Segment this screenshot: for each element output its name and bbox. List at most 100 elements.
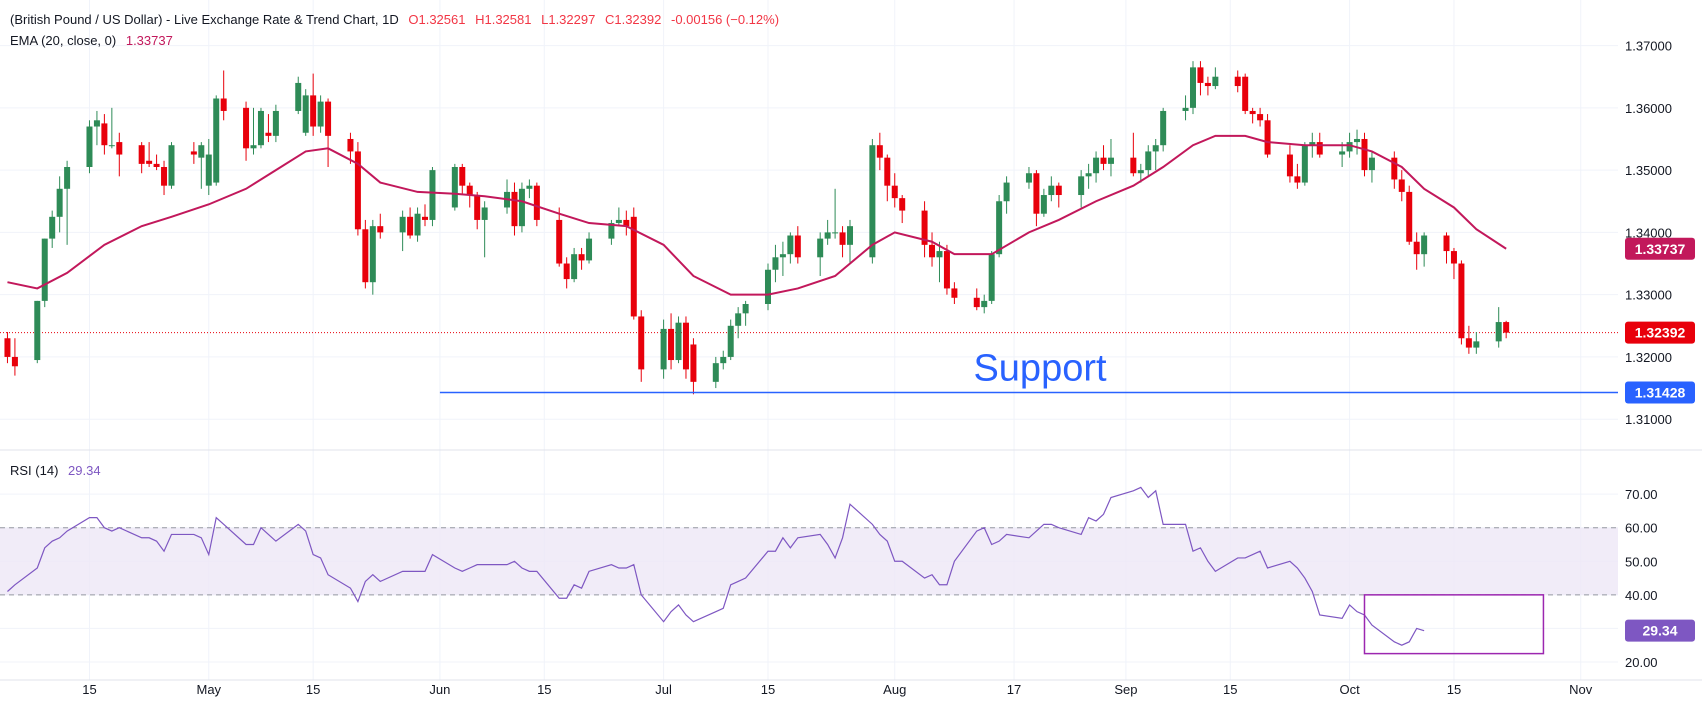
candle-up[interactable]	[712, 356, 719, 389]
candle-down[interactable]	[146, 142, 153, 167]
candle-down[interactable]	[690, 338, 697, 395]
candle-down[interactable]	[1406, 185, 1413, 245]
candle-up[interactable]	[34, 300, 41, 364]
candle-down[interactable]	[638, 310, 645, 382]
candle-up[interactable]	[257, 107, 264, 149]
candle-up[interactable]	[272, 104, 279, 143]
ema-legend[interactable]: EMA (20, close, 0) 1.33737	[10, 33, 179, 48]
candle-up[interactable]	[720, 350, 727, 370]
candle-down[interactable]	[511, 182, 518, 236]
candle-up[interactable]	[56, 176, 63, 233]
candle-down[interactable]	[951, 282, 958, 304]
candle-up[interactable]	[1368, 151, 1375, 183]
candle-up[interactable]	[1093, 151, 1100, 183]
candle-down[interactable]	[243, 101, 250, 161]
candle-down[interactable]	[347, 132, 354, 164]
candle-up[interactable]	[64, 160, 71, 245]
candle-up[interactable]	[1152, 138, 1159, 171]
candle-up[interactable]	[518, 182, 525, 233]
candle-down[interactable]	[884, 154, 891, 202]
candle-up[interactable]	[1182, 95, 1189, 121]
candle-up[interactable]	[1212, 67, 1219, 90]
candle-up[interactable]	[1137, 163, 1144, 183]
candle-down[interactable]	[668, 313, 675, 370]
candle-up[interactable]	[198, 142, 205, 189]
candle-up[interactable]	[1354, 129, 1361, 155]
candle-down[interactable]	[1465, 325, 1472, 354]
candle-down[interactable]	[1249, 107, 1256, 124]
candle-down[interactable]	[929, 232, 936, 267]
candle-up[interactable]	[86, 120, 93, 174]
candle-up[interactable]	[49, 210, 56, 248]
candle-down[interactable]	[116, 132, 123, 177]
candle-down[interactable]	[377, 213, 384, 239]
candle-up[interactable]	[764, 263, 771, 311]
candle-down[interactable]	[1286, 145, 1293, 183]
candle-down[interactable]	[1055, 182, 1062, 208]
candle-up[interactable]	[41, 238, 48, 308]
candle-up[interactable]	[1301, 142, 1308, 186]
candle-up[interactable]	[735, 307, 742, 339]
candle-up[interactable]	[451, 163, 458, 211]
candle-up[interactable]	[586, 232, 593, 264]
candle-down[interactable]	[1257, 107, 1264, 127]
candle-up[interactable]	[847, 219, 854, 264]
candle-up[interactable]	[779, 241, 786, 276]
candle-down[interactable]	[533, 182, 540, 227]
candle-down[interactable]	[943, 244, 950, 295]
candle-up[interactable]	[615, 207, 622, 227]
candle-up[interactable]	[108, 107, 115, 149]
candle-up[interactable]	[213, 95, 220, 186]
candle-up[interactable]	[414, 207, 421, 242]
candle-down[interactable]	[973, 288, 980, 311]
candle-down[interactable]	[362, 219, 369, 289]
candle-up[interactable]	[295, 76, 302, 115]
candle-up[interactable]	[608, 219, 615, 245]
candle-down[interactable]	[794, 226, 801, 264]
candle-up[interactable]	[1085, 163, 1092, 189]
candle-up[interactable]	[1145, 145, 1152, 177]
candle-up[interactable]	[399, 210, 406, 252]
candle-up[interactable]	[481, 201, 488, 258]
candle-down[interactable]	[899, 195, 906, 224]
candle-down[interactable]	[459, 163, 466, 196]
rsi-highlight-box[interactable]	[1363, 594, 1545, 655]
candle-up[interactable]	[1078, 170, 1085, 208]
candle-down[interactable]	[1234, 70, 1241, 93]
candle-down[interactable]	[153, 154, 160, 171]
rsi-line[interactable]	[7, 486, 1425, 646]
candle-up[interactable]	[1473, 332, 1480, 354]
candle-down[interactable]	[876, 132, 883, 171]
candle-down[interactable]	[1033, 170, 1040, 227]
candle-up[interactable]	[317, 95, 324, 133]
candle-up[interactable]	[526, 179, 533, 199]
candle-down[interactable]	[1242, 73, 1249, 115]
candle-up[interactable]	[824, 219, 831, 245]
candle-up[interactable]	[988, 251, 995, 304]
candle-down[interactable]	[310, 73, 317, 136]
candle-down[interactable]	[563, 257, 570, 289]
candle-up[interactable]	[675, 316, 682, 364]
candle-up[interactable]	[1189, 61, 1196, 115]
candle-up[interactable]	[936, 241, 943, 283]
candle-up[interactable]	[1003, 176, 1010, 214]
candle-down[interactable]	[1100, 145, 1107, 171]
ema-line[interactable]	[7, 134, 1507, 296]
candle-down[interactable]	[1130, 132, 1137, 177]
candle-up[interactable]	[1160, 107, 1167, 152]
candle-up[interactable]	[571, 247, 578, 283]
candle-up[interactable]	[869, 138, 876, 264]
candle-up[interactable]	[996, 195, 1003, 258]
candle-up[interactable]	[93, 110, 100, 146]
candle-down[interactable]	[1361, 132, 1368, 177]
candle-down[interactable]	[1450, 247, 1457, 280]
candle-up[interactable]	[429, 167, 436, 227]
candles[interactable]	[4, 61, 1510, 395]
candle-up[interactable]	[1495, 307, 1502, 348]
candle-up[interactable]	[205, 138, 212, 196]
candle-down[interactable]	[474, 191, 481, 230]
candle-down[interactable]	[1294, 163, 1301, 189]
candle-down[interactable]	[623, 210, 630, 236]
candle-down[interactable]	[265, 114, 272, 143]
